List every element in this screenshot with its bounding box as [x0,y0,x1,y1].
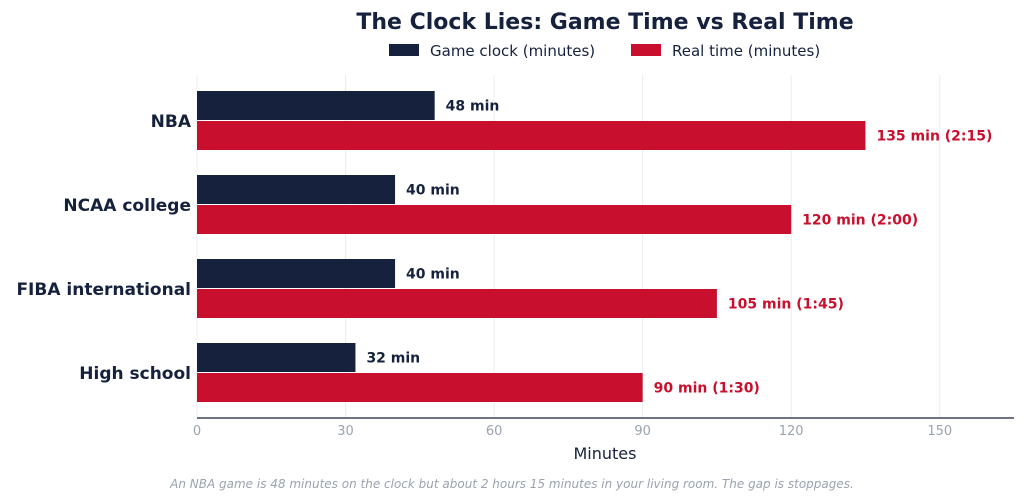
bar-game-clock [197,175,396,204]
data-label: 105 min (1:45) [728,297,844,313]
x-tick-label: 30 [337,424,354,439]
legend-label-game-clock: Game clock (minutes) [430,42,595,60]
bar-real-time [197,373,643,402]
data-label: 90 min (1:30) [654,381,760,397]
legend: Game clock (minutes) Real time (minutes) [389,42,820,60]
category-label: NCAA college [63,196,191,216]
bar-real-time [197,121,866,150]
category-label: NBA [151,112,192,132]
legend-swatch-real-time [631,44,661,56]
x-axis-title: Minutes [574,444,637,463]
bar-game-clock [197,343,356,372]
x-tick-label: 90 [634,424,651,439]
data-label: 48 min [446,99,500,115]
legend-label-real-time: Real time (minutes) [672,42,820,60]
data-label: 135 min (2:15) [876,129,992,145]
category-labels: NBA NCAA college FIBA international High sc… [16,112,191,384]
bar-game-clock [197,259,396,288]
data-label: 40 min [406,183,460,199]
category-label: FIBA international [16,280,191,300]
x-tick-label: 120 [779,424,804,439]
chart-title: The Clock Lies: Game Time vs Real Time [356,10,853,35]
x-tick-label: 150 [927,424,952,439]
bar-game-clock [197,91,435,120]
data-label: 32 min [366,351,420,367]
x-tick-label: 60 [486,424,503,439]
data-label: 40 min [406,267,460,283]
legend-swatch-game-clock [389,44,419,56]
category-label: High school [79,364,191,384]
bar-real-time [197,205,792,234]
footnote: An NBA game is 48 minutes on the clock b… [169,477,854,491]
bar-real-time [197,289,717,318]
bars: 48 min 135 min (2:15) 40 min 120 min (2:00)… [197,91,992,402]
x-tick-label: 0 [193,424,201,439]
data-label: 120 min (2:00) [802,213,918,229]
x-axis-ticks: 0 30 60 90 120 150 [193,424,952,439]
